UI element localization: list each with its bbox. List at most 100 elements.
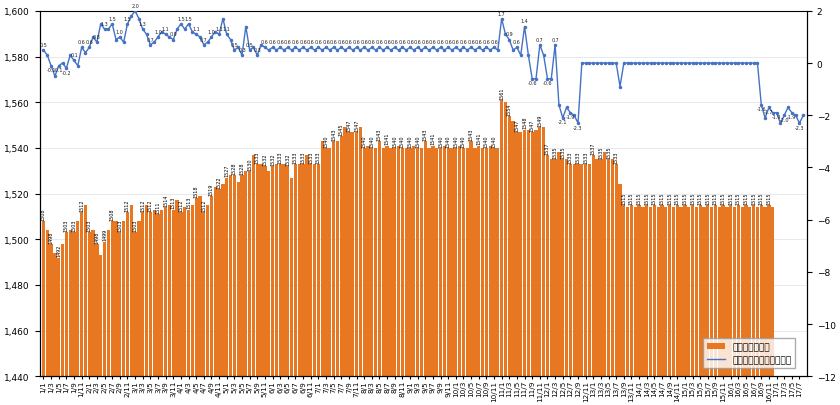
Text: -1.7: -1.7 [764, 110, 774, 115]
Bar [546, 156, 549, 405]
Text: 1503: 1503 [64, 219, 69, 232]
Text: 1535: 1535 [598, 146, 603, 159]
Text: -2.3: -2.3 [795, 125, 804, 130]
Bar [462, 149, 465, 405]
Bar [80, 212, 83, 405]
Bar [95, 244, 98, 405]
Bar [557, 153, 560, 405]
Bar [378, 142, 381, 405]
Bar [420, 149, 423, 405]
Bar [764, 208, 767, 405]
Bar [408, 149, 412, 405]
Text: 1540: 1540 [370, 135, 375, 147]
Bar [630, 205, 633, 405]
Bar [198, 196, 202, 405]
Bar [321, 142, 323, 405]
Text: 1512: 1512 [148, 199, 153, 211]
Text: 0.7: 0.7 [200, 38, 207, 43]
Bar [683, 205, 686, 405]
Text: -0.1: -0.1 [54, 68, 64, 73]
Text: -2.3: -2.3 [573, 125, 583, 130]
Bar [576, 164, 580, 405]
Text: 1498: 1498 [49, 231, 54, 243]
Bar [615, 164, 618, 405]
Bar [596, 160, 599, 405]
Bar [255, 164, 259, 405]
Bar [447, 149, 449, 405]
Text: 1533: 1533 [568, 151, 573, 163]
Bar [527, 130, 530, 405]
Text: 1.0: 1.0 [207, 30, 215, 35]
Text: 1.1: 1.1 [162, 27, 170, 32]
Text: 1540: 1540 [400, 135, 405, 147]
Text: 1533: 1533 [583, 151, 588, 163]
Text: 1.5: 1.5 [177, 17, 185, 22]
Bar [561, 160, 564, 405]
Text: 1492: 1492 [56, 245, 61, 257]
Text: 0.5: 0.5 [39, 43, 47, 48]
Bar [309, 164, 312, 405]
Bar [569, 164, 572, 405]
Bar [156, 215, 160, 405]
Text: 1503: 1503 [71, 219, 76, 232]
Text: 1515: 1515 [728, 192, 733, 205]
Text: 1533: 1533 [308, 151, 313, 163]
Bar [225, 178, 228, 405]
Bar [381, 149, 385, 405]
Text: 1532: 1532 [262, 153, 267, 166]
Text: 0.6: 0.6 [276, 40, 284, 45]
Bar [221, 185, 224, 405]
Bar [141, 212, 144, 405]
Bar [573, 164, 575, 405]
Text: 0.6: 0.6 [459, 40, 467, 45]
Text: 1537: 1537 [591, 142, 596, 154]
Text: 1515: 1515 [713, 192, 718, 205]
Bar [759, 205, 763, 405]
Bar [626, 208, 629, 405]
Text: 1547: 1547 [346, 119, 351, 132]
Bar [179, 212, 182, 405]
Bar [496, 149, 500, 405]
Text: -2.0: -2.0 [780, 117, 789, 122]
Text: 0.6: 0.6 [490, 40, 498, 45]
Text: 1554: 1554 [507, 103, 512, 115]
Text: 1541: 1541 [476, 133, 481, 145]
Text: -1.6: -1.6 [757, 107, 766, 112]
Bar [114, 222, 118, 405]
Text: 1.3: 1.3 [139, 22, 147, 27]
Text: 0.6: 0.6 [444, 40, 452, 45]
Bar [271, 167, 274, 405]
Text: 1540: 1540 [362, 135, 367, 147]
Text: 1547: 1547 [530, 119, 535, 132]
Bar [519, 132, 522, 405]
Text: 1.1: 1.1 [192, 27, 200, 32]
Text: -0.2: -0.2 [61, 70, 71, 76]
Bar [645, 205, 648, 405]
Bar [107, 230, 110, 405]
Bar [393, 149, 396, 405]
Bar [386, 146, 389, 405]
Text: 1540: 1540 [407, 135, 412, 147]
Text: 1512: 1512 [140, 199, 145, 211]
Bar [370, 149, 374, 405]
Text: 1535: 1535 [606, 146, 611, 159]
Text: -0.1: -0.1 [46, 68, 55, 73]
Text: 1.7: 1.7 [498, 11, 506, 17]
Text: 1515: 1515 [690, 192, 695, 205]
Bar [725, 208, 728, 405]
Bar [263, 167, 266, 405]
Bar [465, 149, 469, 405]
Bar [439, 149, 442, 405]
Bar [454, 149, 458, 405]
Text: 1512: 1512 [202, 199, 207, 211]
Text: 1540: 1540 [446, 135, 451, 147]
Text: 0.5: 0.5 [230, 43, 239, 48]
Text: 1.3: 1.3 [101, 22, 108, 27]
Bar [691, 205, 694, 405]
Text: 1527: 1527 [224, 164, 229, 177]
Text: 1535: 1535 [553, 146, 558, 159]
Text: 0.7: 0.7 [536, 38, 543, 43]
Text: 1515: 1515 [644, 192, 649, 205]
Text: 1518: 1518 [194, 185, 199, 198]
Text: 1543: 1543 [423, 128, 428, 141]
